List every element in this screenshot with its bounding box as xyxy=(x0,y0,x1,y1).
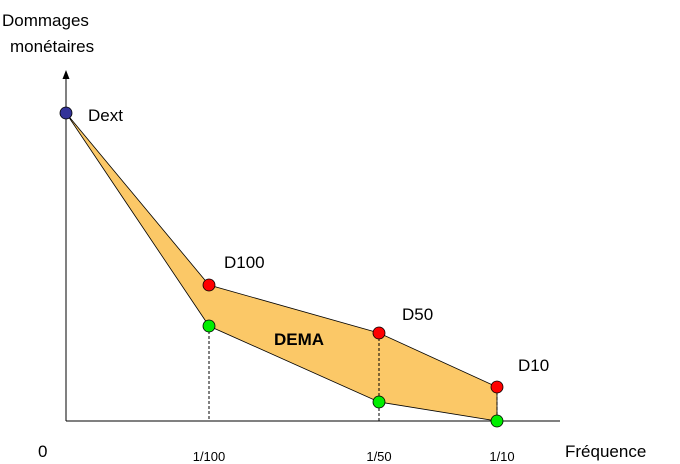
label-d50: D50 xyxy=(402,305,433,324)
y-axis-arrow xyxy=(62,70,70,79)
tick-1-10: 1/10 xyxy=(489,449,514,464)
point-d100 xyxy=(202,278,216,292)
point-d10-low xyxy=(490,414,504,428)
point-d100-low xyxy=(202,319,216,333)
point-d10 xyxy=(490,380,504,394)
label-dext: Dext xyxy=(88,106,123,125)
label-d10: D10 xyxy=(518,356,549,375)
dema-area xyxy=(65,112,498,422)
point-d50-low xyxy=(372,395,386,409)
tick-1-50: 1/50 xyxy=(366,449,391,464)
point-d50 xyxy=(372,326,386,340)
label-d100: D100 xyxy=(224,253,265,272)
dema-label: DEMA xyxy=(274,330,324,349)
y-axis-label-line2: monétaires xyxy=(10,37,94,56)
origin-label: 0 xyxy=(38,442,47,461)
tick-1-100: 1/100 xyxy=(193,449,226,464)
point-dext xyxy=(59,106,73,120)
x-axis-label: Fréquence xyxy=(565,442,646,461)
y-axis-label-line1: Dommages xyxy=(2,11,89,30)
